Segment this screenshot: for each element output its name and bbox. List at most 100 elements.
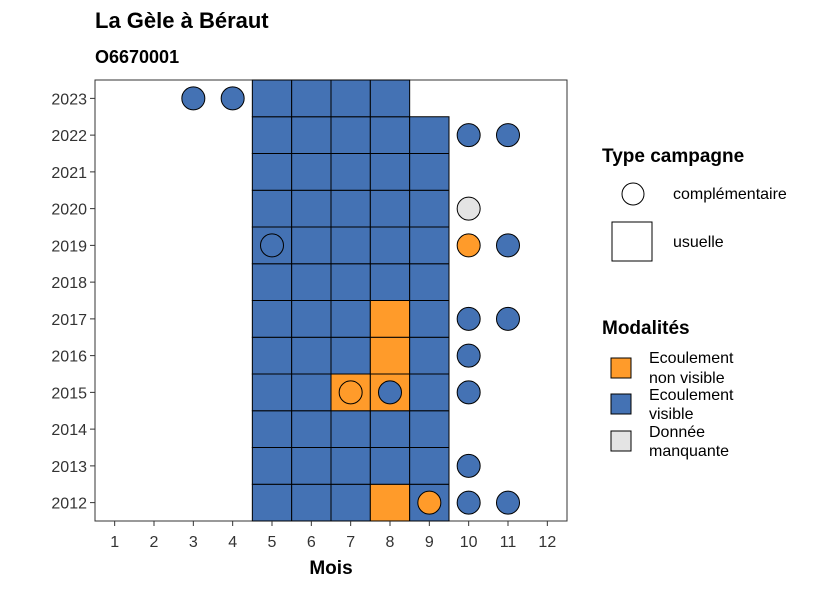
tile-2018-7-ecoulement-visible xyxy=(330,263,371,301)
legend-label-donnee-manquante-line2: manquante xyxy=(649,443,729,460)
tile-2022-9-ecoulement-visible xyxy=(409,116,450,154)
tile-2019-8-ecoulement-visible xyxy=(369,226,411,265)
tile-2013-7-ecoulement-visible xyxy=(330,447,371,485)
legend-key-ecoulement-non-visible xyxy=(610,357,632,379)
point-2022-11-ecoulement-visible xyxy=(496,123,520,148)
tile-2017-7-ecoulement-visible xyxy=(330,300,371,338)
tile-2016-5-ecoulement-visible xyxy=(251,336,293,375)
tile-2018-6-ecoulement-visible xyxy=(291,263,332,301)
tile-2013-8-ecoulement-visible xyxy=(369,447,411,485)
point-2015-7-ecoulement-non-visible xyxy=(338,380,363,405)
point-2016-10-ecoulement-visible xyxy=(456,343,481,368)
tile-2023-7-ecoulement-visible xyxy=(330,79,371,118)
x-tick-label-6: 6 xyxy=(307,534,316,551)
tile-2019-6-ecoulement-visible xyxy=(291,226,332,265)
y-tick-label-2021: 2021 xyxy=(51,165,87,182)
point-2023-4-ecoulement-visible xyxy=(220,86,245,111)
point-2020-10-donnee-manquante xyxy=(456,196,481,221)
x-tick-label-9: 9 xyxy=(425,534,434,551)
point-2019-5-ecoulement-visible xyxy=(260,233,284,258)
tile-2020-8-ecoulement-visible xyxy=(369,189,411,228)
point-2013-10-ecoulement-visible xyxy=(456,453,481,478)
legend-modalites: Modalités Ecoulement non visible Ecoulem… xyxy=(602,318,734,460)
x-tick-label-5: 5 xyxy=(268,534,277,551)
y-tick-label-2023: 2023 xyxy=(51,91,87,108)
legend-type-campagne: Type campagne complémentaire usuelle xyxy=(602,146,787,262)
tile-2022-5-ecoulement-visible xyxy=(251,116,293,154)
tile-2014-9-ecoulement-visible xyxy=(409,410,450,448)
tile-2016-9-ecoulement-visible xyxy=(409,336,450,375)
tile-2019-9-ecoulement-visible xyxy=(409,226,450,265)
chart-subtitle: O6670001 xyxy=(95,47,179,67)
x-tick-label-11: 11 xyxy=(500,534,517,551)
tile-2016-7-ecoulement-visible xyxy=(330,336,371,375)
tile-2022-7-ecoulement-visible xyxy=(330,116,371,154)
tile-2017-5-ecoulement-visible xyxy=(251,300,293,338)
x-tick-label-3: 3 xyxy=(189,534,198,551)
x-tick-label-10: 10 xyxy=(460,534,478,551)
tile-2017-8-ecoulement-non-visible xyxy=(369,300,411,338)
legend-type-title: Type campagne xyxy=(602,146,744,167)
tile-2017-6-ecoulement-visible xyxy=(291,300,332,338)
tile-2021-9-ecoulement-visible xyxy=(409,153,450,191)
tile-2016-6-ecoulement-visible xyxy=(291,336,332,375)
tile-2020-9-ecoulement-visible xyxy=(409,189,450,228)
point-2019-10-ecoulement-non-visible xyxy=(456,233,481,258)
tile-2017-9-ecoulement-visible xyxy=(409,300,450,338)
tile-2014-6-ecoulement-visible xyxy=(291,410,332,448)
y-tick-label-2012: 2012 xyxy=(51,496,87,513)
tile-2013-6-ecoulement-visible xyxy=(291,447,332,485)
y-tick-label-2020: 2020 xyxy=(51,202,87,219)
legend-circle-key xyxy=(621,182,645,206)
tile-2013-9-ecoulement-visible xyxy=(409,447,450,485)
tile-2022-8-ecoulement-visible xyxy=(369,116,411,154)
tile-2018-8-ecoulement-visible xyxy=(369,263,411,301)
tile-2023-5-ecoulement-visible xyxy=(251,79,293,118)
tile-2016-8-ecoulement-non-visible xyxy=(369,336,411,375)
tile-2019-7-ecoulement-visible xyxy=(330,226,371,265)
tile-2021-5-ecoulement-visible xyxy=(251,153,293,191)
point-2022-10-ecoulement-visible xyxy=(456,123,481,148)
x-tick-label-1: 1 xyxy=(110,534,119,551)
x-tick-label-2: 2 xyxy=(150,534,159,551)
point-2017-10-ecoulement-visible xyxy=(456,306,481,331)
legend-label-donnee-manquante-line1: Donnée xyxy=(649,424,705,441)
legend-modalites-title: Modalités xyxy=(602,318,690,339)
tile-2012-8-ecoulement-non-visible xyxy=(369,483,411,522)
legend-square-key xyxy=(611,221,653,262)
tile-2021-7-ecoulement-visible xyxy=(330,153,371,191)
tile-2021-8-ecoulement-visible xyxy=(369,153,411,191)
tile-2020-7-ecoulement-visible xyxy=(330,189,371,228)
tile-layer xyxy=(251,79,450,522)
point-2023-3-ecoulement-visible xyxy=(181,86,206,111)
tile-2018-9-ecoulement-visible xyxy=(409,263,450,301)
tile-2014-5-ecoulement-visible xyxy=(251,410,293,448)
legend-label-ecoulement-non-visible-line1: Ecoulement xyxy=(649,350,734,367)
x-tick-label-12: 12 xyxy=(538,534,556,551)
tile-2022-6-ecoulement-visible xyxy=(291,116,332,154)
y-tick-label-2022: 2022 xyxy=(51,128,87,145)
y-tick-label-2013: 2013 xyxy=(51,459,87,476)
legend-type-label-usuelle: usuelle xyxy=(673,234,724,251)
tile-2020-5-ecoulement-visible xyxy=(251,189,293,228)
tile-2015-9-ecoulement-visible xyxy=(409,373,450,412)
point-2015-8-ecoulement-visible xyxy=(378,380,402,405)
y-tick-label-2016: 2016 xyxy=(51,349,87,366)
x-axis-title: Mois xyxy=(309,558,352,579)
legend-key-ecoulement-visible xyxy=(610,393,632,415)
point-2019-11-ecoulement-visible xyxy=(496,233,520,258)
tile-2012-6-ecoulement-visible xyxy=(291,483,332,522)
legend-label-ecoulement-non-visible-line2: non visible xyxy=(649,370,725,387)
tile-2014-8-ecoulement-visible xyxy=(369,410,411,448)
point-2012-11-ecoulement-visible xyxy=(496,490,520,515)
legend-key-donnee-manquante xyxy=(610,430,632,452)
y-tick-label-2017: 2017 xyxy=(51,312,87,329)
tile-2015-6-ecoulement-visible xyxy=(291,373,332,412)
point-2015-10-ecoulement-visible xyxy=(456,380,481,405)
x-axis: 1 2 3 4 5 6 7 8 9 10 11 12 xyxy=(110,521,556,551)
tile-2023-8-ecoulement-visible xyxy=(369,79,411,118)
point-2012-10-ecoulement-visible xyxy=(456,490,481,515)
y-tick-label-2015: 2015 xyxy=(51,385,87,402)
legend-type-label-complementaire: complémentaire xyxy=(673,186,787,203)
